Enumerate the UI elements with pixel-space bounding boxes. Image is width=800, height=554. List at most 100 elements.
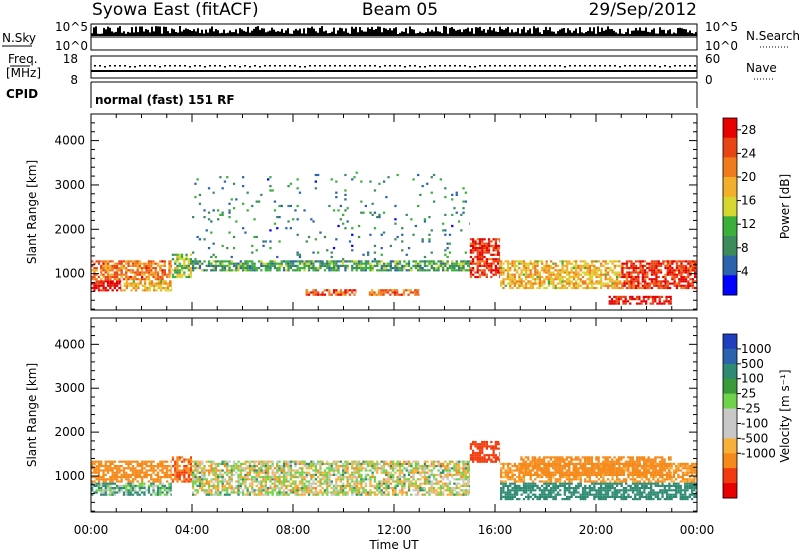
data-cell — [646, 267, 649, 270]
data-cell — [414, 291, 417, 294]
data-cell — [646, 286, 649, 290]
data-cell — [606, 286, 610, 290]
data-cell — [644, 280, 647, 283]
data-cell — [550, 491, 553, 494]
data-cell — [500, 280, 503, 283]
data-cell — [132, 286, 135, 290]
data-cell — [351, 467, 354, 470]
data-cell — [563, 487, 566, 490]
nave-dot — [164, 65, 166, 67]
data-cell — [604, 484, 607, 487]
data-cell — [584, 271, 587, 274]
data-cell — [398, 478, 402, 481]
data-cell — [494, 253, 497, 256]
data-cell — [296, 264, 299, 267]
data-cell — [636, 482, 639, 485]
data-cell — [156, 480, 160, 483]
data-cell — [178, 262, 181, 265]
data-cell — [394, 264, 397, 267]
data-cell — [371, 202, 374, 205]
data-cell — [563, 498, 566, 501]
data-cell — [655, 282, 658, 285]
data-cell — [147, 491, 151, 494]
data-cell — [641, 260, 644, 263]
data-cell — [125, 273, 128, 276]
data-cell — [273, 209, 277, 212]
data-cell — [332, 471, 336, 474]
data-cell — [621, 286, 624, 290]
data-cell — [362, 480, 365, 483]
data-cell — [339, 478, 342, 481]
data-cell — [499, 264, 501, 267]
data-cell — [332, 247, 336, 250]
data-cell — [282, 491, 286, 494]
data-cell — [150, 478, 153, 481]
data-cell — [226, 491, 229, 494]
data-cell — [141, 284, 145, 287]
data-cell — [618, 275, 621, 279]
data-cell — [330, 465, 333, 468]
data-cell — [485, 445, 488, 448]
data-cell — [577, 487, 580, 490]
data-cell — [570, 280, 573, 283]
data-cell — [129, 260, 132, 263]
data-cell — [303, 209, 306, 212]
data-cell — [615, 284, 619, 287]
data-cell — [500, 262, 503, 265]
data-cell — [432, 465, 436, 468]
data-cell — [527, 267, 530, 270]
data-cell — [176, 462, 179, 465]
data-cell — [638, 489, 641, 492]
data-cell — [678, 264, 681, 267]
data-cell — [239, 471, 242, 474]
nave-dot — [304, 66, 306, 68]
data-cell — [446, 489, 449, 492]
data-cell — [597, 487, 601, 490]
data-cell — [104, 491, 107, 494]
nave-dot — [274, 65, 276, 67]
data-cell — [91, 260, 94, 263]
data-cell — [303, 267, 306, 270]
data-cell — [615, 484, 619, 487]
data-cell — [382, 231, 386, 234]
data-cell — [684, 271, 688, 274]
data-cell — [504, 495, 507, 498]
data-cell — [212, 473, 215, 476]
data-cell — [483, 255, 486, 259]
data-cell — [138, 264, 141, 267]
data-cell — [276, 460, 279, 463]
data-cell — [398, 469, 402, 472]
data-cell — [296, 269, 299, 272]
data-cell — [627, 484, 630, 487]
data-cell — [145, 278, 148, 281]
data-cell — [129, 476, 132, 479]
data-cell — [355, 291, 357, 294]
data-cell — [246, 262, 249, 265]
data-cell — [264, 267, 267, 270]
data-cell — [289, 476, 292, 479]
data-cell — [442, 465, 445, 468]
data-cell — [407, 469, 411, 472]
data-cell — [118, 278, 121, 281]
data-cell — [264, 491, 267, 494]
data-cell — [267, 460, 270, 463]
data-cell — [561, 282, 564, 285]
nave-dot — [229, 65, 231, 67]
data-cell — [109, 260, 112, 263]
data-cell — [455, 262, 458, 265]
data-cell — [95, 267, 98, 270]
data-cell — [469, 264, 470, 267]
data-cell — [437, 487, 440, 490]
data-cell — [150, 267, 153, 270]
data-cell — [230, 465, 233, 468]
data-cell — [152, 469, 155, 472]
data-cell — [269, 491, 272, 494]
data-cell — [469, 269, 473, 272]
data-cell — [230, 255, 233, 259]
data-cell — [351, 269, 354, 272]
data-cell — [606, 271, 610, 274]
data-cell — [467, 264, 470, 267]
data-cell — [602, 495, 605, 498]
data-cell — [271, 478, 274, 481]
data-cell — [494, 249, 497, 252]
